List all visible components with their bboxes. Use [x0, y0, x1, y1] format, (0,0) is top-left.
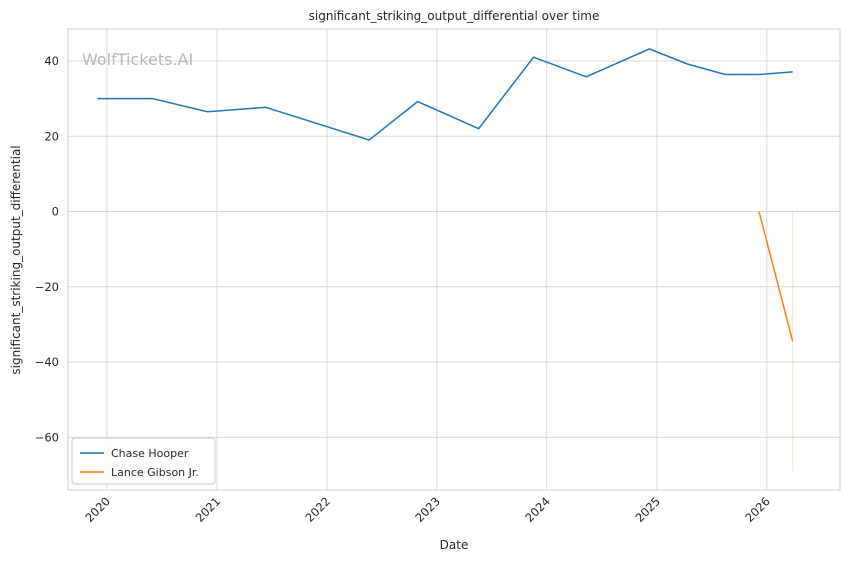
series-line-lance-gibson-jr: [758, 211, 794, 342]
series-lines: [97, 48, 794, 342]
legend-box: [71, 437, 216, 485]
y-tick-label: −20: [35, 280, 59, 294]
y-tick-label: −40: [35, 355, 59, 369]
legend: Chase Hooper Lance Gibson Jr.: [71, 437, 216, 485]
watermark: WolfTickets.AI: [82, 50, 193, 69]
y-axis-title: significant_striking_output_differential: [9, 145, 23, 374]
plot-frame: [67, 28, 841, 491]
y-tick-label: 40: [44, 54, 59, 68]
y-tick-label: 0: [52, 205, 59, 219]
y-tick-label: −60: [35, 430, 59, 444]
plot-area: [68, 29, 840, 490]
x-axis-title: Date: [440, 538, 469, 552]
grid: [68, 29, 840, 490]
y-axis-ticks: −60 −40 −20 0 20 40: [35, 54, 59, 444]
y-tick-label: 20: [44, 129, 59, 143]
legend-label-chase-hooper: Chase Hooper: [111, 447, 189, 460]
chart-title: significant_striking_output_differential…: [309, 9, 600, 23]
legend-label-lance-gibson-jr: Lance Gibson Jr.: [111, 466, 199, 479]
series-line-chase-hooper: [97, 48, 793, 141]
